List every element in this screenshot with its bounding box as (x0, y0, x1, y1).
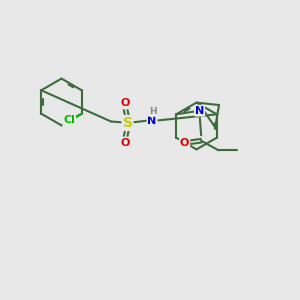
Text: H: H (149, 107, 157, 116)
Text: Cl: Cl (63, 115, 75, 125)
Text: O: O (120, 98, 130, 109)
Text: N: N (148, 116, 157, 126)
Text: O: O (120, 137, 130, 148)
Text: S: S (122, 116, 133, 130)
Text: O: O (180, 138, 189, 148)
Text: N: N (195, 106, 204, 116)
